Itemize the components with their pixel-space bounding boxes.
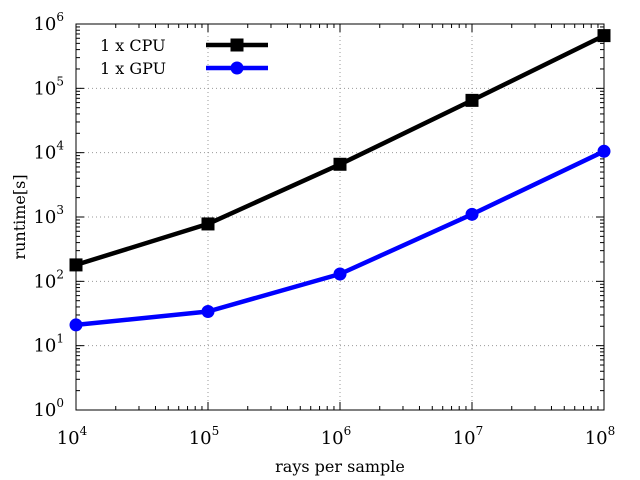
y-tick-exponent: 4	[56, 139, 64, 153]
grid	[76, 24, 604, 410]
legend-label: 1 x GPU	[100, 59, 166, 78]
series-1-x-cpu	[69, 29, 611, 272]
x-tick-exponent: 6	[344, 424, 352, 438]
x-tick-exponent: 5	[212, 424, 220, 438]
data-point-1-x-gpu	[465, 207, 479, 221]
series-layer	[69, 29, 611, 332]
x-tick-label: 105	[189, 424, 220, 449]
y-tick-exponent: 5	[56, 74, 64, 88]
legend-item-1-x-gpu: 1 x GPU	[100, 59, 268, 78]
plot-frame	[75, 23, 605, 411]
x-tick-labels: 104 105 106 107 108	[57, 424, 616, 449]
x-tick-exponent: 8	[608, 424, 616, 438]
data-point-1-x-cpu	[201, 217, 215, 231]
y-tick-base: 10	[33, 143, 56, 164]
y-tick-base: 10	[33, 14, 56, 35]
x-tick-label: 107	[453, 424, 484, 449]
data-point-1-x-cpu	[333, 157, 347, 171]
y-tick-exponent: 2	[56, 267, 64, 281]
x-tick-base: 10	[453, 428, 476, 449]
x-tick-label: 104	[57, 424, 88, 449]
x-tick-exponent: 7	[476, 424, 484, 438]
legend: 1 x CPU 1 x GPU	[100, 36, 268, 78]
y-tick-base: 10	[33, 78, 56, 99]
y-tick-base: 10	[33, 271, 56, 292]
x-tick-base: 10	[189, 428, 212, 449]
y-tick-exponent: 1	[56, 332, 64, 346]
y-tick-base: 10	[33, 207, 56, 228]
legend-marker	[230, 61, 244, 75]
x-axis-title: rays per sample	[275, 457, 405, 476]
data-point-1-x-gpu	[597, 144, 611, 158]
x-tick-base: 10	[585, 428, 608, 449]
y-tick-label: 105	[33, 74, 64, 99]
data-point-1-x-gpu	[333, 267, 347, 281]
x-tick-base: 10	[321, 428, 344, 449]
axis-ticks	[75, 23, 605, 411]
y-tick-exponent: 0	[56, 396, 64, 410]
y-tick-label: 102	[33, 267, 64, 292]
data-point-1-x-gpu	[201, 304, 215, 318]
legend-item-1-x-cpu: 1 x CPU	[100, 36, 268, 55]
legend-label: 1 x CPU	[100, 36, 166, 55]
data-point-1-x-gpu	[69, 318, 83, 332]
series-1-x-gpu	[69, 144, 611, 332]
x-tick-label: 108	[585, 424, 616, 449]
data-point-1-x-cpu	[69, 258, 83, 272]
x-tick-base: 10	[57, 428, 80, 449]
data-point-1-x-cpu	[465, 93, 479, 107]
y-tick-base: 10	[33, 336, 56, 357]
x-tick-label: 106	[321, 424, 352, 449]
legend-marker	[230, 38, 244, 52]
y-tick-label: 103	[33, 203, 64, 228]
y-tick-label: 100	[33, 396, 64, 421]
y-tick-label: 101	[33, 332, 64, 357]
y-tick-exponent: 6	[56, 10, 64, 24]
data-point-1-x-cpu	[597, 29, 611, 43]
y-axis-title: runtime[s]	[10, 174, 29, 259]
y-tick-label: 106	[33, 10, 64, 35]
x-tick-exponent: 4	[80, 424, 88, 438]
y-tick-exponent: 3	[56, 203, 64, 217]
y-tick-base: 10	[33, 400, 56, 421]
y-tick-label: 104	[33, 139, 64, 164]
